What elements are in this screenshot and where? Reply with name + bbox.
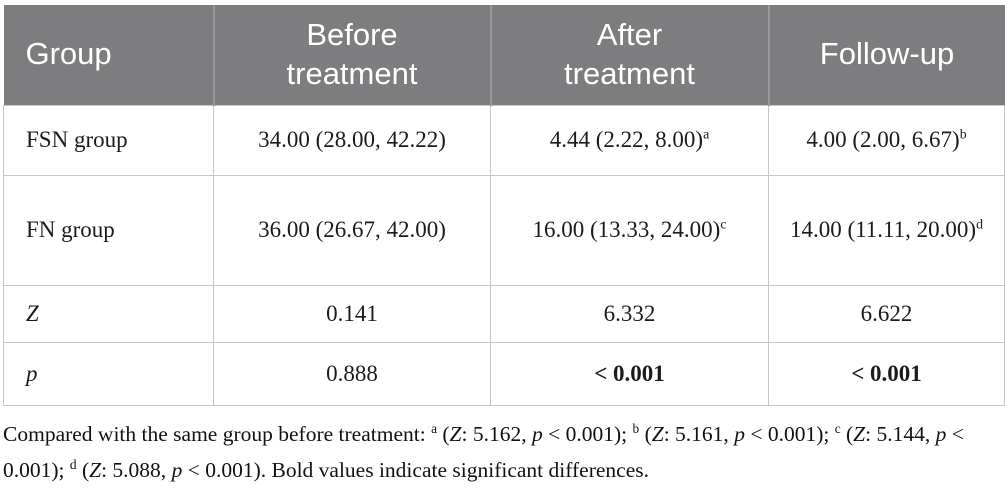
column-header-follow-up: Follow-up	[767, 5, 1005, 105]
cell-value: 4.00 (2.00, 6.67)	[806, 127, 960, 152]
column-header-label: Group	[25, 36, 112, 72]
cell-value: 36.00 (26.67, 42.00)	[258, 217, 446, 242]
cell-value: < 0.001	[594, 360, 665, 386]
row-label-text: p	[26, 360, 38, 386]
row-label: FN group	[3, 174, 214, 286]
column-header-label: Follow-up	[819, 36, 955, 72]
cell-value: 6.622	[860, 300, 913, 326]
row-label: p	[3, 341, 214, 406]
table-cell: < 0.001	[768, 341, 1005, 406]
table-cell: 4.44 (2.22, 8.00)a	[490, 104, 769, 176]
table-row-z-statistic: Z 0.141 6.332 6.622	[3, 284, 1005, 343]
row-label: Z	[3, 284, 214, 343]
table-row-fsn-group: FSN group 34.00 (28.00, 42.22) 4.44 (2.2…	[3, 104, 1005, 176]
table-cell: 36.00 (26.67, 42.00)	[213, 174, 491, 286]
cell-value: 16.00 (13.33, 24.00)	[532, 217, 721, 242]
superscript: b	[959, 126, 967, 142]
row-label-text: FSN group	[26, 127, 128, 152]
column-header-label: After treatment	[564, 17, 695, 91]
table-cell: < 0.001	[490, 341, 769, 406]
row-label-text: Z	[26, 300, 39, 326]
superscript: c	[720, 216, 727, 232]
cell-value: 4.44 (2.22, 8.00)	[549, 127, 704, 152]
table-cell: 16.00 (13.33, 24.00)c	[490, 174, 769, 286]
table-cell: 0.141	[213, 284, 491, 343]
cell-value: 6.332	[603, 300, 656, 326]
cell-value: 0.141	[326, 300, 378, 326]
table-cell: 6.332	[490, 284, 769, 343]
table-cell: 6.622	[768, 284, 1005, 343]
cell-value: 0.888	[326, 360, 378, 386]
table-cell: 4.00 (2.00, 6.67)b	[768, 104, 1005, 176]
row-label: FSN group	[3, 104, 214, 176]
table-cell: 0.888	[213, 341, 491, 406]
column-header-group: Group	[3, 5, 214, 105]
superscript: d	[976, 216, 984, 232]
column-header-after-treatment: After treatment	[489, 5, 769, 105]
table-cell: 14.00 (11.11, 20.00)d	[768, 174, 1005, 286]
superscript: a	[703, 126, 710, 142]
results-table: Group Before treatment After treatment F…	[3, 5, 1005, 406]
cell-value: 34.00 (28.00, 42.22)	[258, 127, 446, 152]
column-header-label: Before treatment	[286, 17, 418, 91]
cell-value: 14.00 (11.11, 20.00)	[789, 217, 977, 242]
table-header-row: Group Before treatment After treatment F…	[3, 5, 1005, 105]
row-label-text: FN group	[26, 217, 115, 242]
table-row-fn-group: FN group 36.00 (26.67, 42.00) 16.00 (13.…	[3, 174, 1005, 286]
footnote: Compared with the same group before trea…	[3, 420, 964, 483]
table-cell: 34.00 (28.00, 42.22)	[213, 104, 491, 176]
column-header-before-treatment: Before treatment	[212, 5, 491, 105]
table-row-p-value: p 0.888 < 0.001 < 0.001	[3, 341, 1005, 406]
cell-value: < 0.001	[851, 360, 922, 386]
